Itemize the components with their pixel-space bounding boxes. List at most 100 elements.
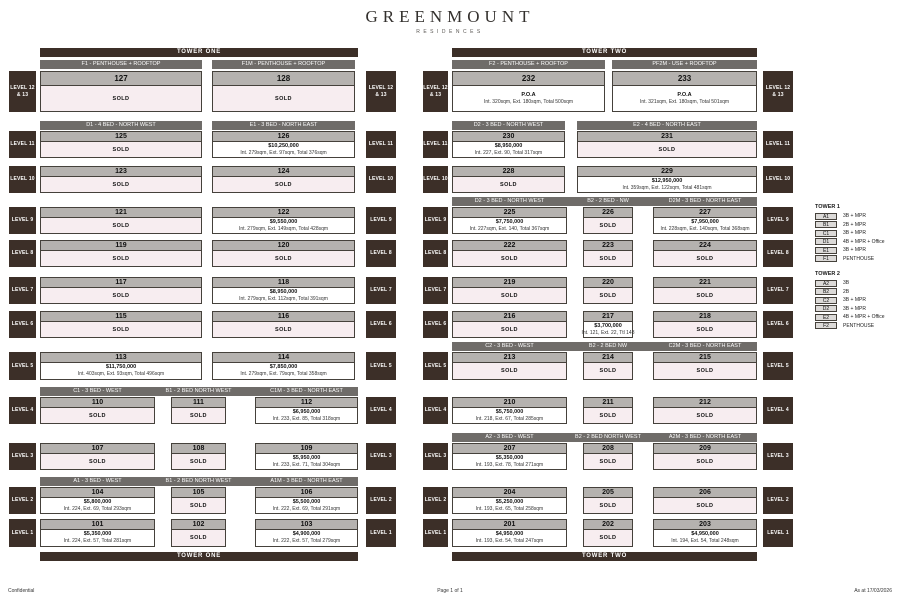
section-header-label: B2 - 2 BED NW: [588, 343, 628, 349]
level-label-right-1: LEVEL 1: [763, 519, 793, 547]
unit-number: 103: [256, 520, 357, 530]
level-label-text: LEVEL 4: [370, 407, 392, 413]
unit-sold-label: SOLD: [275, 326, 292, 333]
legend-desc-C1: 3B + MPR: [843, 230, 866, 237]
legend-row-E2: E2 4B + MPR + Office: [815, 313, 898, 322]
level-label-text: LEVEL 2: [424, 497, 447, 503]
unit-areas: Int. 279sqm, Ext. 79sqm, Total 358sqm: [240, 371, 327, 378]
unit-sold-label: SOLD: [696, 255, 714, 262]
unit-number: 229: [578, 167, 756, 177]
unit-211: 211 SOLD: [583, 397, 633, 424]
legend-code-A2: A2: [815, 279, 837, 287]
level-label-text: LEVEL 5: [370, 362, 392, 369]
unit-status: SOLD: [41, 322, 201, 337]
unit-sold-label: SOLD: [658, 146, 676, 153]
unit-number: 203: [654, 520, 756, 530]
unit-status: $5,800,000 Int. 224, Ext. 69, Total 293sq…: [41, 498, 154, 513]
unit-sold-label: SOLD: [275, 95, 292, 102]
unit-number: 201: [453, 520, 566, 530]
level-label-text: LEVEL 6: [767, 321, 789, 327]
level-label-text: LEVEL 3: [370, 453, 392, 459]
unit-status: $8,950,000 Int. 279sqm, Ext. 112sqm, Tota…: [213, 288, 354, 303]
unit-number: 126: [213, 132, 354, 142]
unit-areas: Int. 227sqm, Ext. 140, Total 367sqm: [469, 225, 550, 232]
unit-210: 210 $5,750,000 Int. 218, Ext. 67, Total 28…: [452, 397, 567, 424]
unit-areas: Int. 320sqm, Ext. 180sqm, Total 500sqm: [483, 98, 574, 105]
unit-number: 212: [654, 398, 756, 408]
tower-two-column: TOWER TWO TOWER TWO F2 - PENTHOUSE + ROOFT…: [420, 0, 800, 600]
unit-status: SOLD: [584, 454, 632, 469]
footer-confidential: Confidential: [8, 588, 35, 594]
unit-116: 116 SOLD: [212, 311, 355, 338]
unit-221: 221 SOLD: [653, 277, 757, 304]
unit-price: $5,750,000: [495, 408, 524, 415]
unit-status: $4,900,000 Int. 222, Ext. 57, Total 279sq…: [256, 530, 357, 546]
unit-status: $6,950,000 Int. 233, Ext. 85, Total 318sq…: [256, 408, 357, 423]
unit-areas: Int. 233, Ext. 71, Total 304sqm: [272, 461, 341, 468]
unit-212: 212 SOLD: [653, 397, 757, 424]
unit-status: SOLD: [584, 218, 632, 233]
unit-areas: Int. 193, Ext. 54, Total 247sqm: [475, 538, 544, 545]
unit-sold-label: SOLD: [112, 222, 130, 229]
unit-sold-label: SOLD: [696, 412, 714, 419]
unit-areas: Int. 279sqm, Ext. 112sqm, Total 391sqm: [239, 295, 328, 302]
legend-desc-B1: 2B + MPR: [843, 221, 866, 228]
level-label-right-8: LEVEL 8: [763, 240, 793, 267]
level-label-text: LEVEL 3: [11, 453, 34, 459]
level-label-left-4: LEVEL 4: [9, 397, 36, 424]
unit-number: 111: [172, 398, 225, 408]
level-label-text: LEVEL 1: [370, 529, 392, 536]
unit-sold-label: SOLD: [190, 412, 207, 419]
unit-areas: Int. 222, Ext. 69, Total 291sqm: [272, 505, 341, 512]
level-label-left-11: LEVEL 11: [423, 131, 448, 158]
level-label-right-7: LEVEL 7: [763, 277, 793, 304]
tower-one-bottom-bar: TOWER ONE: [40, 552, 358, 561]
level-label-text: LEVEL 2: [11, 497, 34, 503]
legend-desc-F1: PENTHOUSE: [843, 255, 875, 262]
unit-price: $10,250,000: [268, 142, 299, 149]
unit-number: 204: [453, 488, 566, 498]
unit-sold-label: SOLD: [501, 292, 518, 299]
level-label-text: LEVEL 2: [370, 497, 392, 503]
unit-126: 126 $10,250,000 Int. 279sqm, Ext. 97sqm, T…: [212, 131, 355, 158]
unit-status: SOLD: [584, 498, 632, 513]
level-label-text: LEVEL 3: [424, 453, 447, 459]
unit-status: $4,950,000 Int. 194, Ext. 54, Total 248sq…: [654, 530, 756, 546]
level-label-text: LEVEL 4: [11, 407, 34, 413]
unit-107: 107 SOLD: [40, 443, 155, 470]
level-label-left-5: LEVEL 5: [423, 352, 448, 380]
level-label-left-6: LEVEL 6: [9, 311, 36, 338]
unit-sold-label: SOLD: [599, 412, 617, 419]
unit-206: 206 SOLD: [653, 487, 757, 514]
unit-number: 207: [453, 444, 566, 454]
unit-areas: Int. 233, Ext. 85, Total 318sqm: [272, 415, 341, 422]
tower-two-section-header-level-11: E2 - 4 BED - NORTH EAST: [577, 121, 757, 130]
unit-207: 207 $5,350,000 Int. 193, Ext. 78, Total 27…: [452, 443, 567, 470]
unit-number: 105: [172, 488, 225, 498]
unit-number: 216: [453, 312, 566, 322]
level-label-right-9: LEVEL 9: [763, 207, 793, 234]
unit-sold-label: SOLD: [696, 458, 714, 465]
unit-205: 205 SOLD: [583, 487, 633, 514]
unit-sold-label: SOLD: [190, 458, 207, 465]
unit-status: SOLD: [213, 322, 354, 337]
unit-status: SOLD: [584, 251, 632, 266]
unit-number: 127: [41, 72, 201, 86]
unit-price: $6,950,000: [292, 408, 321, 415]
unit-103: 103 $4,900,000 Int. 222, Ext. 57, Total 27…: [255, 519, 358, 547]
unit-105: 105 SOLD: [171, 487, 226, 514]
unit-233: 233 P.O.A Int. 321sqm, Ext. 180sqm, Total …: [612, 71, 757, 112]
level-label-right-4: LEVEL 4: [763, 397, 793, 424]
unit-status: SOLD: [654, 408, 756, 423]
level-label-text: LEVEL 2: [767, 497, 789, 503]
unit-status: SOLD: [584, 363, 632, 379]
unit-203: 203 $4,950,000 Int. 194, Ext. 54, Total 24…: [653, 519, 757, 547]
unit-number: 120: [213, 241, 354, 251]
unit-sold-label: SOLD: [112, 255, 130, 262]
unit-areas: Int. 403sqm, Ext. 93sqm, Total 496sqm: [77, 371, 165, 378]
level-label-right-5: LEVEL 5: [763, 352, 793, 380]
unit-status: SOLD: [213, 86, 354, 111]
unit-number: 101: [41, 520, 154, 530]
brand-header: GREENMOUNT RESIDENCES: [0, 7, 900, 35]
tower-one-section-header-level-12: F1M - PENTHOUSE + ROOFTOP: [212, 60, 355, 69]
